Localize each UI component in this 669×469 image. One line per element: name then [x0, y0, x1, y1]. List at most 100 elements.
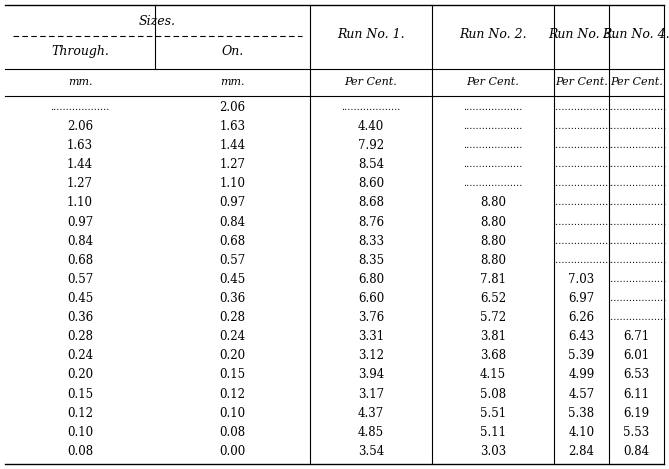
Text: 8.54: 8.54 — [358, 158, 384, 171]
Text: Run No. 2.: Run No. 2. — [459, 28, 527, 40]
Text: 3.76: 3.76 — [358, 311, 384, 324]
Text: Per Cent.: Per Cent. — [345, 77, 397, 87]
Text: ...................: ................... — [607, 275, 666, 284]
Text: 1.63: 1.63 — [219, 120, 246, 133]
Text: Run No. 4.: Run No. 4. — [603, 28, 669, 40]
Text: 4.99: 4.99 — [569, 369, 595, 381]
Text: 5.11: 5.11 — [480, 426, 506, 439]
Text: Per Cent.: Per Cent. — [466, 77, 519, 87]
Text: ...................: ................... — [607, 198, 666, 207]
Text: 8.76: 8.76 — [358, 216, 384, 228]
Text: 1.10: 1.10 — [67, 197, 93, 210]
Text: 6.52: 6.52 — [480, 292, 506, 305]
Text: 8.80: 8.80 — [480, 234, 506, 248]
Text: 0.97: 0.97 — [219, 197, 246, 210]
Text: ...................: ................... — [552, 103, 611, 112]
Text: 3.68: 3.68 — [480, 349, 506, 363]
Text: 6.71: 6.71 — [624, 330, 650, 343]
Text: 0.08: 0.08 — [67, 445, 93, 458]
Text: 8.68: 8.68 — [358, 197, 384, 210]
Text: 0.20: 0.20 — [219, 349, 246, 363]
Text: 4.15: 4.15 — [480, 369, 506, 381]
Text: 4.37: 4.37 — [358, 407, 384, 420]
Text: 8.33: 8.33 — [358, 234, 384, 248]
Text: 0.12: 0.12 — [67, 407, 93, 420]
Text: On.: On. — [221, 45, 244, 58]
Text: 4.57: 4.57 — [569, 387, 595, 401]
Text: ...................: ................... — [607, 313, 666, 322]
Text: 4.85: 4.85 — [358, 426, 384, 439]
Text: 2.06: 2.06 — [219, 101, 246, 114]
Text: 5.53: 5.53 — [624, 426, 650, 439]
Text: ...................: ................... — [607, 294, 666, 303]
Text: 8.80: 8.80 — [480, 254, 506, 267]
Text: 3.81: 3.81 — [480, 330, 506, 343]
Text: ...................: ................... — [552, 122, 611, 131]
Text: 0.08: 0.08 — [219, 426, 246, 439]
Text: 3.94: 3.94 — [358, 369, 384, 381]
Text: ...................: ................... — [607, 122, 666, 131]
Text: ...................: ................... — [464, 103, 522, 112]
Text: 2.06: 2.06 — [67, 120, 93, 133]
Text: 7.81: 7.81 — [480, 273, 506, 286]
Text: ...................: ................... — [464, 179, 522, 189]
Text: ...................: ................... — [607, 141, 666, 150]
Text: 5.39: 5.39 — [569, 349, 595, 363]
Text: 0.12: 0.12 — [219, 387, 246, 401]
Text: ...................: ................... — [607, 179, 666, 189]
Text: ...................: ................... — [552, 198, 611, 207]
Text: 0.45: 0.45 — [219, 273, 246, 286]
Text: 2.84: 2.84 — [569, 445, 595, 458]
Text: 0.24: 0.24 — [219, 330, 246, 343]
Text: 7.03: 7.03 — [569, 273, 595, 286]
Text: 0.36: 0.36 — [219, 292, 246, 305]
Text: Through.: Through. — [51, 45, 109, 58]
Text: 3.31: 3.31 — [358, 330, 384, 343]
Text: 0.45: 0.45 — [67, 292, 93, 305]
Text: 0.20: 0.20 — [67, 369, 93, 381]
Text: 0.10: 0.10 — [67, 426, 93, 439]
Text: 0.84: 0.84 — [624, 445, 650, 458]
Text: 0.84: 0.84 — [67, 234, 93, 248]
Text: 6.11: 6.11 — [624, 387, 650, 401]
Text: ...................: ................... — [552, 237, 611, 246]
Text: ...................: ................... — [552, 160, 611, 169]
Text: ...................: ................... — [607, 218, 666, 227]
Text: 0.68: 0.68 — [219, 234, 246, 248]
Text: 3.12: 3.12 — [358, 349, 384, 363]
Text: mm.: mm. — [68, 77, 92, 87]
Text: ...................: ................... — [464, 141, 522, 150]
Text: ...................: ................... — [464, 122, 522, 131]
Text: Per Cent.: Per Cent. — [610, 77, 663, 87]
Text: 6.60: 6.60 — [358, 292, 384, 305]
Text: 0.57: 0.57 — [67, 273, 93, 286]
Text: 0.36: 0.36 — [67, 311, 93, 324]
Text: mm.: mm. — [220, 77, 245, 87]
Text: 3.54: 3.54 — [358, 445, 384, 458]
Text: 8.35: 8.35 — [358, 254, 384, 267]
Text: ...................: ................... — [552, 141, 611, 150]
Text: 0.15: 0.15 — [67, 387, 93, 401]
Text: 8.80: 8.80 — [480, 197, 506, 210]
Text: 0.97: 0.97 — [67, 216, 93, 228]
Text: 5.08: 5.08 — [480, 387, 506, 401]
Text: 0.24: 0.24 — [67, 349, 93, 363]
Text: 3.03: 3.03 — [480, 445, 506, 458]
Text: 0.28: 0.28 — [67, 330, 93, 343]
Text: ...................: ................... — [464, 160, 522, 169]
Text: 1.27: 1.27 — [67, 177, 93, 190]
Text: 6.80: 6.80 — [358, 273, 384, 286]
Text: 3.17: 3.17 — [358, 387, 384, 401]
Text: 6.26: 6.26 — [569, 311, 595, 324]
Text: ...................: ................... — [607, 160, 666, 169]
Text: 0.28: 0.28 — [219, 311, 246, 324]
Text: ...................: ................... — [607, 237, 666, 246]
Text: ...................: ................... — [341, 103, 401, 112]
Text: Run No. 1.: Run No. 1. — [337, 28, 405, 40]
Text: 4.10: 4.10 — [569, 426, 595, 439]
Text: 1.10: 1.10 — [219, 177, 246, 190]
Text: 7.92: 7.92 — [358, 139, 384, 152]
Text: 8.80: 8.80 — [480, 216, 506, 228]
Text: 0.15: 0.15 — [219, 369, 246, 381]
Text: 0.10: 0.10 — [219, 407, 246, 420]
